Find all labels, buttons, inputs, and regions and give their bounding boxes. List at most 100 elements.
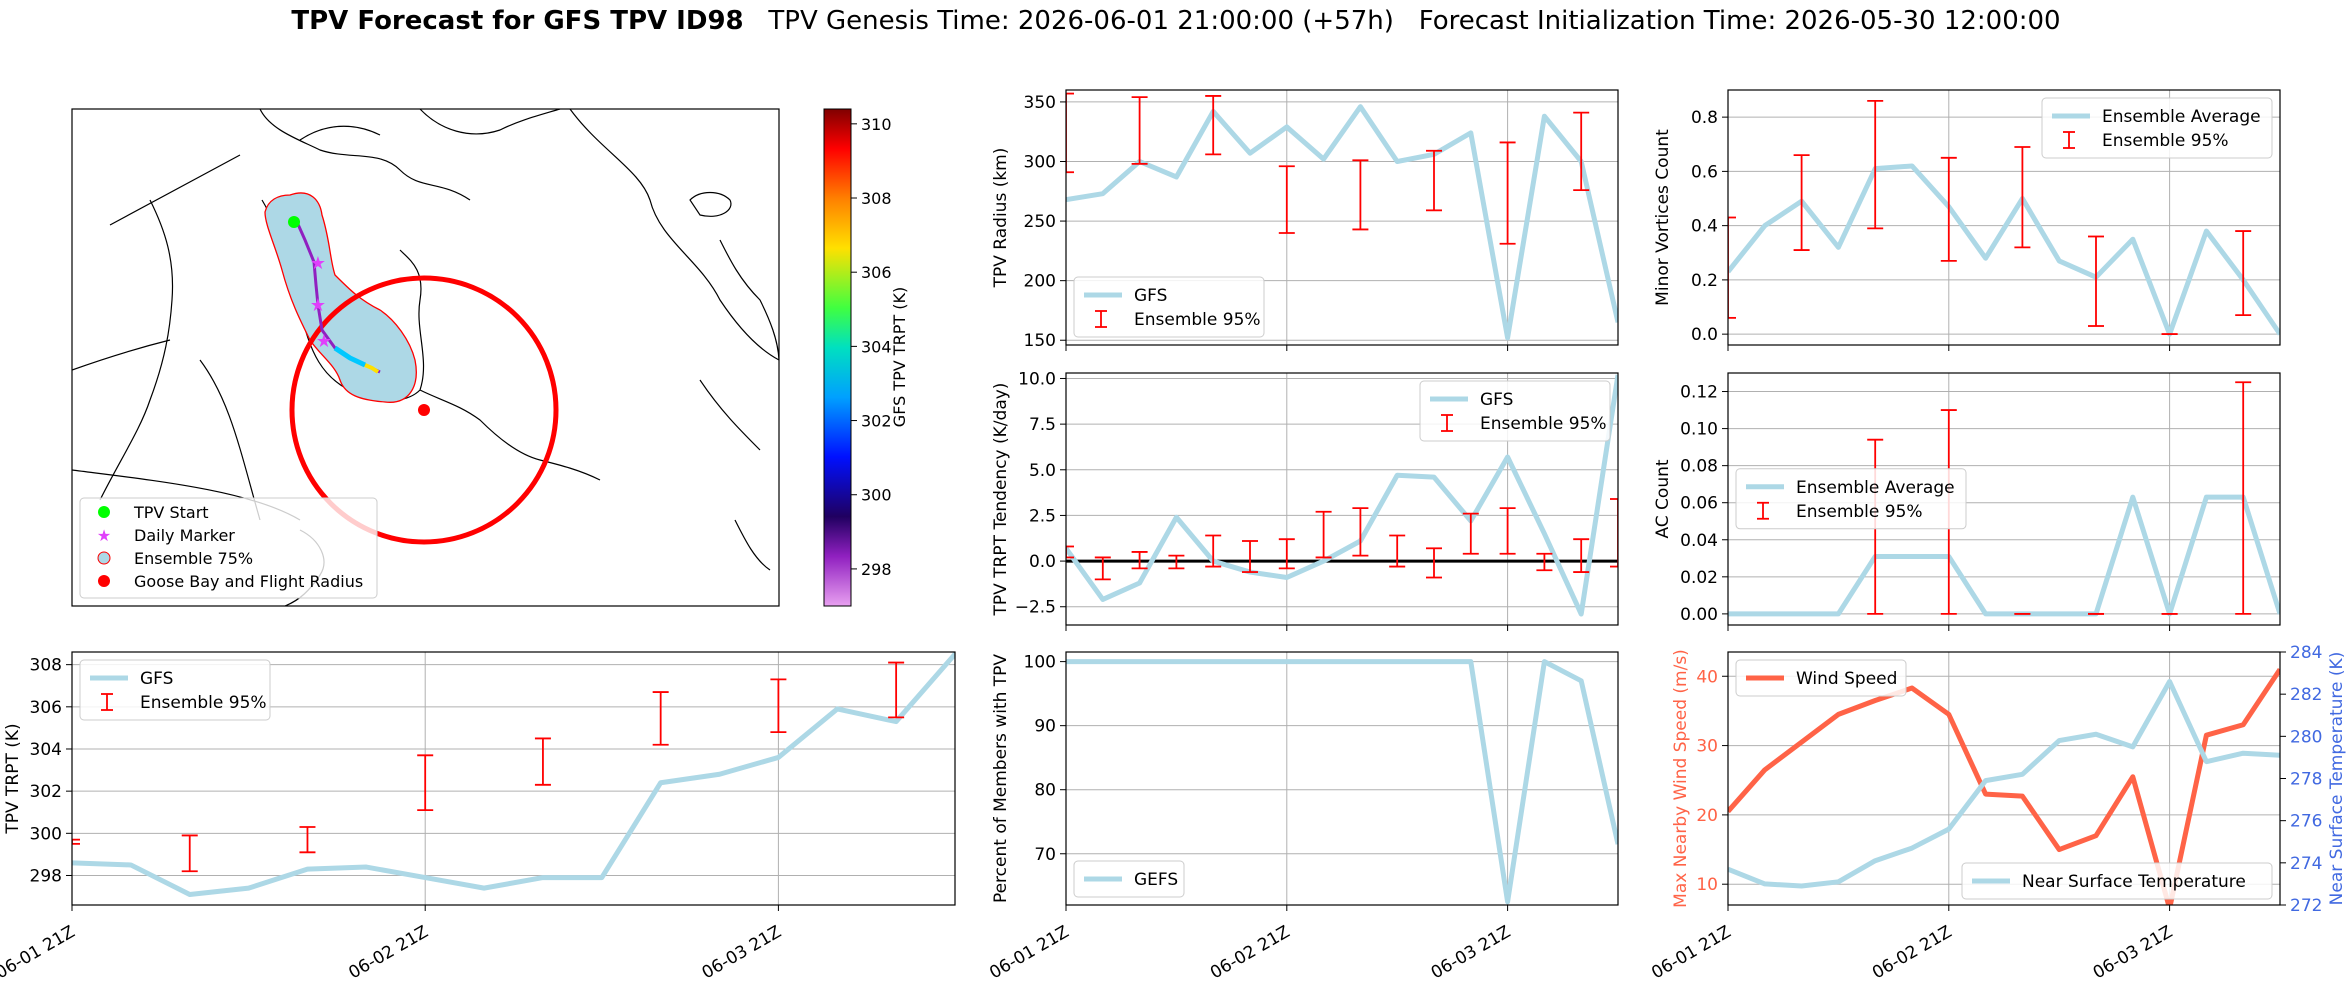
map-panel: ★ ★ ★ TPV Start ★ Daily Marker Ensemble … (71, 108, 780, 607)
y-tick-label: 300 (30, 824, 62, 844)
legend-daily-icon: ★ (97, 526, 111, 545)
colorbar-tick-label: 306 (861, 263, 892, 282)
daily-marker-3: ★ (316, 331, 332, 352)
legend: Ensemble Average Ensemble 95% (1735, 468, 1967, 530)
plot-area (1066, 92, 1618, 341)
y-tick-label: 0.0 (1029, 552, 1056, 572)
y-tick-label: 0.02 (1680, 568, 1718, 588)
plot-area (1728, 381, 2280, 617)
y-tick-label: 300 (1024, 152, 1056, 172)
y-right-tick-label: 280 (2290, 727, 2322, 747)
legend-label: GFS (1480, 390, 1513, 410)
y-tick-label: 0.10 (1680, 420, 1718, 440)
trpt-panel: 06-01 21Z 06-02 21Z 06-03 21Z 298 300 302 304 3… (0, 651, 956, 982)
border-lines (72, 154, 301, 521)
plot-frame (1065, 372, 1619, 626)
series-line-near-surface-temperature (1728, 679, 2280, 889)
legend-start-label: TPV Start (133, 503, 209, 522)
y-tick-label: 0.06 (1680, 494, 1718, 514)
plot-frame (1065, 651, 1619, 906)
y-tick-label: 304 (30, 740, 62, 760)
tpv-track-late (333, 345, 367, 368)
y-tick-label: 308 (30, 656, 62, 676)
x-tick-label: 06-03 21Z (699, 922, 785, 982)
legend-goose-bay-icon (98, 575, 110, 587)
goose-bay-marker (418, 404, 430, 416)
y-right-axis-label: Near Surface Temperature (K) (2327, 652, 2347, 906)
colorbar-tick-label: 300 (861, 486, 892, 505)
legend: GFS Ensemble 95% (1073, 276, 1265, 338)
y-axis-label: AC Count (1653, 459, 1673, 538)
legend-box (1735, 468, 1967, 530)
y-tick-label: −2.5 (1015, 598, 1056, 618)
series-line-gfs (72, 652, 955, 897)
x-tick-label: 06-03 21Z (2090, 922, 2176, 982)
colorbar-tick-label: 304 (861, 337, 892, 356)
tpv-track-end (364, 363, 380, 374)
plot-area (72, 652, 955, 897)
legend-box (1073, 276, 1265, 338)
y-axis-label: TPV Radius (km) (991, 148, 1011, 289)
y-tick-label: 7.5 (1029, 415, 1056, 435)
ensemble-75-area (264, 192, 417, 403)
y-tick-label: 0.2 (1691, 271, 1718, 291)
figure-title-bold: TPV Forecast for GFS TPV ID98 (291, 6, 744, 36)
legend-label-right: Near Surface Temperature (2022, 872, 2246, 892)
x-tick-label: 06-03 21Z (1428, 922, 1514, 982)
plot-area (1066, 374, 1618, 617)
plot-area (1728, 99, 2280, 337)
minor-vortices-panel: 0.0 0.2 0.4 0.6 0.8 Minor Vortices Count Ensem… (1653, 89, 2281, 351)
map-legend: TPV Start ★ Daily Marker Ensemble 75% Go… (79, 497, 378, 599)
map-legend-box (79, 497, 378, 599)
legend-box (79, 659, 271, 721)
legend: GEFS (1073, 860, 1185, 898)
legend-ensemble-label: Ensemble 75% (134, 549, 253, 568)
y-axis-label: Minor Vortices Count (1653, 129, 1673, 306)
y-tick-label: 0.04 (1680, 531, 1718, 551)
colorbar-tick-label: 310 (861, 115, 892, 134)
figure-title: TPV Forecast for GFS TPV ID98 TPV Genesi… (0, 6, 2352, 36)
tpv-start-marker (288, 216, 300, 228)
y-tick-label: 298 (30, 866, 62, 886)
colorbar-tick-label: 302 (861, 412, 892, 431)
plot-frame (1727, 372, 2281, 626)
y-tick-label: 80 (1034, 781, 1056, 801)
tendency-panel: −2.5 0.0 2.5 5.0 7.5 10.0 TPV TRPT Tendency (K… (991, 369, 1619, 631)
y-right-tick-label: 282 (2290, 685, 2322, 705)
y-axis-label: TPV TRPT Tendency (K/day) (991, 383, 1011, 617)
y-tick-label: 350 (1024, 93, 1056, 113)
y-axis-label: TPV TRPT (K) (3, 723, 23, 834)
y-tick-label: 70 (1034, 845, 1056, 865)
legend-label: Ensemble Average (1796, 478, 1955, 498)
legend-ensemble-icon (97, 551, 111, 565)
colorbar: 298 300 302 304 306 308 310 GFS TPV TRPT (K) (823, 108, 909, 607)
legend-box (1073, 860, 1185, 898)
y-tick-label: 90 (1034, 717, 1056, 737)
flight-radius-circle (289, 275, 559, 545)
y-right-tick-label: 272 (2290, 896, 2322, 916)
legend-box-right (1961, 862, 2273, 900)
series-line-wind-speed (1728, 667, 2280, 905)
legend-start-icon (98, 506, 110, 518)
x-tick-label: 06-02 21Z (1207, 922, 1293, 982)
legend-label: GFS (1134, 286, 1167, 306)
ac-count-panel: 0.00 0.02 0.04 0.06 0.08 0.10 0.12 AC Count Ense… (1653, 372, 2281, 631)
members-panel: 06-01 21Z 06-02 21Z 06-03 21Z 70 80 90 100 Perc… (986, 651, 1619, 982)
legend-daily-label: Daily Marker (134, 526, 235, 545)
y-tick-label: 0.6 (1691, 162, 1718, 182)
colorbar-tick-label: 298 (861, 560, 892, 579)
x-tick-label: 06-02 21Z (345, 922, 431, 982)
y-tick-label: 302 (30, 782, 62, 802)
series-line-ensemble-average (1728, 163, 2280, 337)
y-tick-label: 100 (1024, 653, 1056, 673)
y-right-tick-label: 278 (2290, 770, 2322, 790)
y-tick-label: 10.0 (1018, 369, 1056, 389)
y-tick-label: 0.00 (1680, 605, 1718, 625)
y-tick-label: 30 (1696, 737, 1718, 757)
y-axis-label: Max Nearby Wind Speed (m/s) (1671, 649, 1691, 908)
y-tick-label: 150 (1024, 331, 1056, 351)
coastline-arctic-islands (259, 109, 561, 201)
legend-label: Ensemble 95% (1796, 502, 1923, 522)
legend-box (1735, 659, 1907, 697)
y-tick-label: 5.0 (1029, 461, 1056, 481)
